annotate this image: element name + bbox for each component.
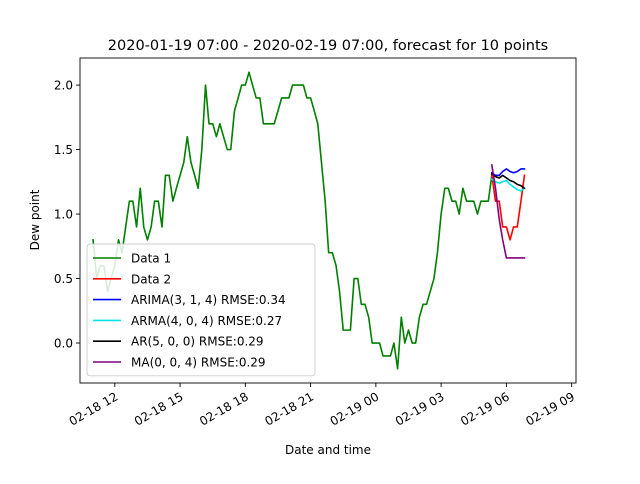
y-tick-label: 0.5 xyxy=(54,272,73,286)
legend-label: Data 1 xyxy=(131,252,171,266)
x-tick-label: 02-18 15 xyxy=(132,389,186,428)
y-axis-label: Dew point xyxy=(28,189,42,250)
y-tick-label: 0.0 xyxy=(54,336,73,350)
y-tick-label: 2.0 xyxy=(54,78,73,92)
x-tick-label: 02-18 12 xyxy=(67,389,121,428)
legend-label: Data 2 xyxy=(131,272,171,286)
x-tick-label: 02-19 00 xyxy=(328,389,382,428)
legend-label: ARMA(4, 0, 4) RMSE:0.27 xyxy=(131,314,282,328)
y-tick-label: 1.5 xyxy=(54,143,73,157)
x-axis: 02-18 12 02-18 15 02-18 18 02-18 21 02-19 00… xyxy=(67,383,577,429)
legend-label: ARIMA(3, 1, 4) RMSE:0.34 xyxy=(131,293,286,307)
series-line-5 xyxy=(490,172,526,190)
x-tick-label: 02-19 06 xyxy=(458,389,512,428)
x-axis-label: Date and time xyxy=(285,443,371,457)
legend-label: MA(0, 0, 4) RMSE:0.29 xyxy=(131,356,266,370)
x-tick-label: 02-19 09 xyxy=(523,389,577,428)
x-tick-label: 02-19 03 xyxy=(393,389,447,428)
plot-frame xyxy=(79,57,577,384)
x-tick-label: 02-18 18 xyxy=(197,389,251,428)
y-axis: 0.0 0.5 1.0 1.5 2.0 xyxy=(54,78,80,350)
series-line-4 xyxy=(490,178,526,192)
legend: Data 1 Data 2 ARIMA(3, 1, 4) RMSE:0.34 ARMA… xyxy=(86,243,316,377)
series-line-3 xyxy=(490,168,526,177)
series-line-6 xyxy=(490,164,526,259)
legend-box xyxy=(86,243,316,377)
y-tick-label: 1.0 xyxy=(54,207,73,221)
chart-title: 2020-01-19 07:00 - 2020-02-19 07:00, for… xyxy=(108,38,548,54)
plot-lines xyxy=(92,71,526,370)
series-line-1 xyxy=(92,71,493,370)
legend-label: AR(5, 0, 0) RMSE:0.29 xyxy=(131,335,264,349)
x-tick-label: 02-18 21 xyxy=(262,389,316,428)
